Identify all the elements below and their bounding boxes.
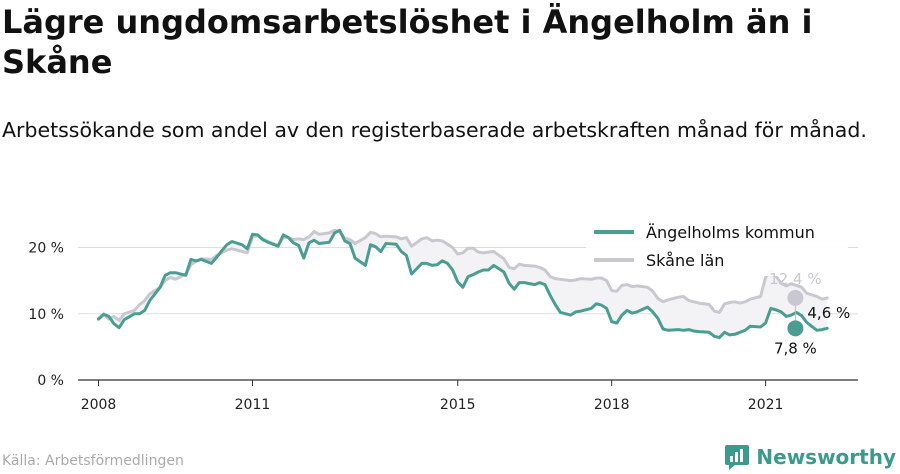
x-tick-label: 2015: [440, 397, 476, 413]
end-marker-skane: [787, 289, 804, 306]
end-marker-angelholm: [787, 320, 804, 337]
legend-label: Skåne län: [646, 251, 724, 270]
x-axis: 2008 2011 2015 2018 2021: [81, 380, 784, 413]
x-tick-label: 2008: [81, 397, 117, 413]
chart-title: Lägre ungdomsarbetslöshet i Ängelholm än…: [2, 3, 813, 81]
y-tick-label: 10 %: [28, 307, 64, 323]
series-lines: [97, 228, 829, 340]
end-labels: 12,4 % 7,8 % 4,6 %: [769, 270, 850, 357]
source-note: Källa: Arbetsförmedlingen: [2, 453, 184, 469]
chart-subtitle: Arbetssökande som andel av den registerb…: [2, 118, 867, 142]
series-line-ängelholms-kommun: [97, 228, 829, 340]
legend: Ängelholms kommun Skåne län: [586, 218, 848, 276]
y-tick-label: 20 %: [28, 241, 64, 257]
legend-background: [586, 218, 848, 276]
brand-name: Newsworthy: [756, 445, 896, 469]
difference-label: 4,6 %: [807, 304, 850, 322]
end-label-angelholm: 7,8 %: [774, 339, 817, 357]
y-tick-label: 0 %: [37, 373, 64, 389]
x-tick-label: 2021: [748, 397, 784, 413]
legend-label: Ängelholms kommun: [646, 223, 815, 242]
brand-logo: Newsworthy: [724, 442, 896, 472]
series-line-skåne-län: [97, 228, 829, 322]
newsworthy-logo-icon: [725, 445, 750, 470]
x-tick-label: 2011: [235, 397, 271, 413]
x-tick-label: 2018: [594, 397, 630, 413]
end-label-skane: 12,4 %: [769, 270, 821, 288]
